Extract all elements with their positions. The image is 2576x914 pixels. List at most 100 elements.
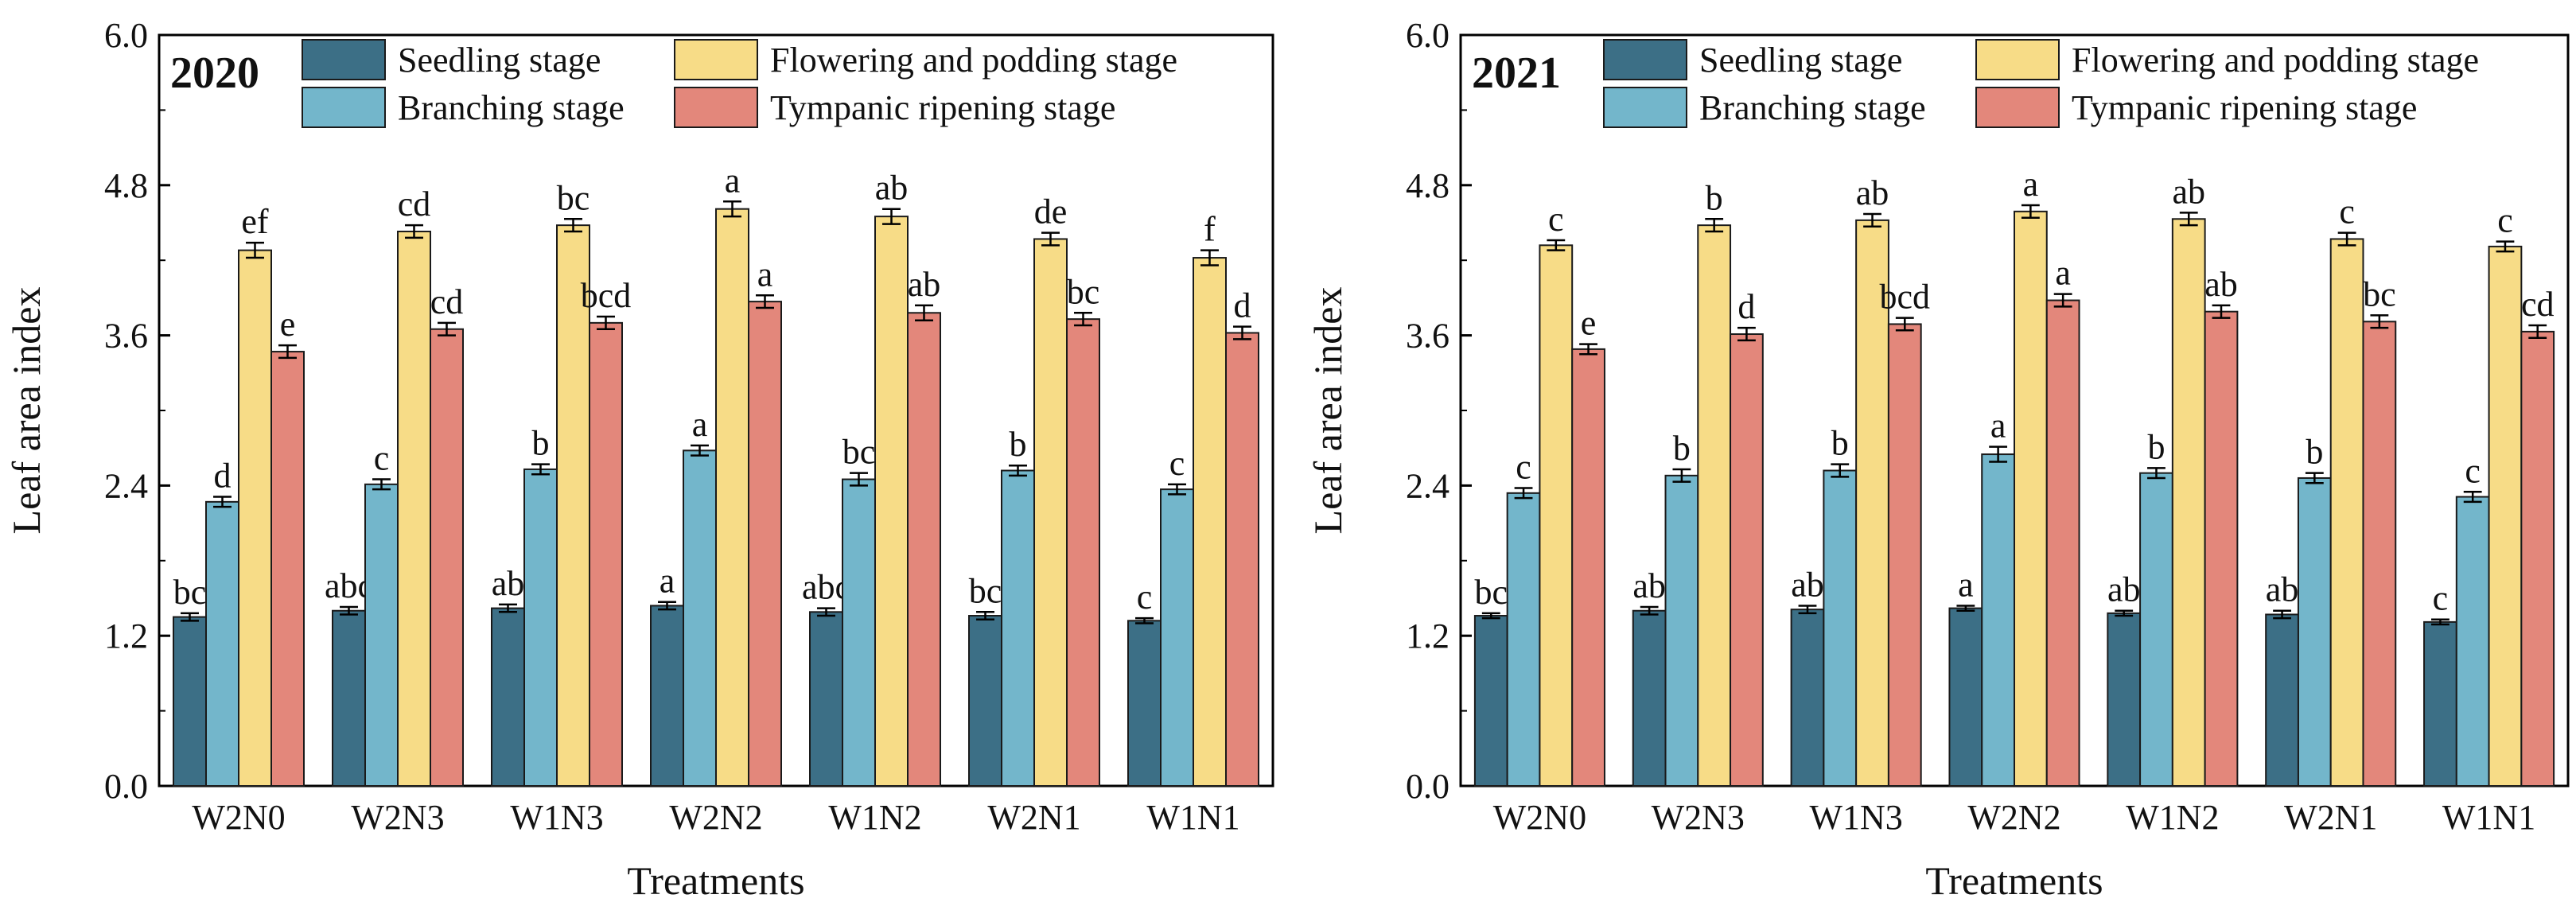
legend-entry: Tympanic ripening stage bbox=[2072, 88, 2417, 127]
legend-entry: Tympanic ripening stage bbox=[770, 88, 1115, 127]
significance-label: e bbox=[280, 305, 296, 344]
bar bbox=[1790, 609, 1825, 787]
x-tick-label-w2n0: W2N0 bbox=[1493, 798, 1586, 837]
significance-label: c bbox=[374, 439, 390, 478]
bar bbox=[238, 249, 272, 787]
bar bbox=[1033, 238, 1068, 788]
bar bbox=[1823, 469, 1858, 788]
bar bbox=[1948, 607, 1983, 787]
bar bbox=[589, 321, 623, 788]
bar bbox=[1225, 332, 1259, 788]
legend-entry: Flowering and podding stage bbox=[770, 41, 1177, 80]
y-tick-label: 6.0 bbox=[104, 16, 148, 55]
significance-label: ab bbox=[875, 169, 909, 208]
significance-label: ef bbox=[241, 202, 269, 241]
bar bbox=[1001, 469, 1035, 788]
bar bbox=[2265, 613, 2299, 787]
significance-label: a bbox=[1990, 406, 2006, 445]
panel-title: 2020 bbox=[170, 49, 259, 98]
bar bbox=[2204, 310, 2239, 787]
y-tick-label: 1.2 bbox=[1406, 616, 1449, 655]
bar bbox=[809, 611, 843, 787]
panel-title: 2021 bbox=[1472, 49, 1561, 98]
significance-label: e bbox=[1581, 304, 1597, 343]
bar bbox=[1887, 323, 1922, 787]
bar bbox=[1855, 219, 1889, 787]
significance-label: bcd bbox=[1880, 278, 1931, 317]
significance-label: bc bbox=[842, 433, 876, 472]
significance-label: b bbox=[2306, 433, 2323, 472]
x-tick-label-w1n3: W1N3 bbox=[510, 798, 603, 837]
bar bbox=[1697, 224, 1732, 787]
significance-label: a bbox=[2023, 165, 2039, 204]
x-axis-title: Treatments bbox=[1925, 858, 2103, 903]
bar bbox=[1981, 453, 2016, 787]
y-tick-label: 3.6 bbox=[1406, 317, 1449, 356]
significance-label: b bbox=[1673, 429, 1691, 468]
legend-swatch bbox=[674, 39, 758, 80]
bar bbox=[2423, 620, 2457, 787]
bar bbox=[364, 483, 399, 787]
bar bbox=[270, 351, 305, 787]
significance-label: d bbox=[1234, 286, 1251, 325]
bar bbox=[1193, 257, 1227, 787]
significance-label: de bbox=[1034, 193, 1068, 231]
legend-entry: Seedling stage bbox=[1699, 41, 1902, 80]
significance-label: c bbox=[1548, 200, 1564, 239]
significance-label: bc bbox=[1067, 272, 1100, 311]
significance-label: ab bbox=[492, 564, 525, 603]
bar bbox=[332, 609, 366, 787]
panel-2021: 0.0 1.2 2.4 3.6 4.8 6.0 Leaf area index Treatme… bbox=[1306, 16, 2570, 903]
significance-label: ab bbox=[2107, 570, 2141, 609]
x-tick-label-w2n1: W2N1 bbox=[2284, 798, 2377, 837]
bar bbox=[1127, 620, 1162, 787]
bar bbox=[683, 449, 717, 787]
y-tick-label: 0.0 bbox=[104, 767, 148, 806]
significance-label: ab bbox=[1791, 565, 1824, 604]
bar bbox=[2139, 472, 2173, 788]
significance-label: bc bbox=[969, 571, 1002, 610]
bar bbox=[2171, 218, 2206, 787]
bar bbox=[968, 615, 1002, 787]
significance-label: cd bbox=[430, 282, 464, 321]
legend-swatch bbox=[674, 87, 758, 128]
significance-label: ab bbox=[1632, 566, 1666, 605]
legend-entry: Branching stage bbox=[1699, 88, 1926, 127]
bar bbox=[491, 607, 525, 787]
y-tick-label: 2.4 bbox=[104, 466, 148, 505]
significance-label: c bbox=[2465, 451, 2481, 490]
legend-swatch bbox=[1603, 87, 1687, 128]
bar bbox=[1632, 609, 1667, 787]
bar bbox=[2329, 238, 2364, 788]
bar bbox=[2014, 210, 2048, 787]
significance-label: cd bbox=[398, 185, 431, 224]
significance-label: a bbox=[757, 255, 773, 294]
significance-label: c bbox=[1137, 578, 1153, 616]
x-tick-label-w1n1: W1N1 bbox=[2442, 798, 2535, 837]
bar bbox=[715, 208, 749, 787]
bar bbox=[2520, 330, 2555, 787]
legend-swatch bbox=[302, 39, 386, 80]
bar bbox=[2362, 321, 2397, 787]
significance-label: ab bbox=[908, 265, 941, 304]
significance-label: bc bbox=[2363, 274, 2396, 313]
x-tick-label-w2n3: W2N3 bbox=[1652, 798, 1745, 837]
significance-label: bc bbox=[557, 178, 590, 217]
significance-label: c bbox=[2497, 201, 2513, 240]
x-tick-label-w1n2: W1N2 bbox=[828, 798, 921, 837]
significance-label: f bbox=[1204, 210, 1216, 249]
legend-swatch bbox=[1975, 39, 2060, 80]
x-tick-label-w1n2: W1N2 bbox=[2126, 798, 2219, 837]
bar bbox=[397, 231, 431, 788]
y-tick-label: 4.8 bbox=[104, 166, 148, 205]
significance-label: ab bbox=[2266, 570, 2299, 609]
y-axis-title: Leaf area index bbox=[4, 287, 49, 535]
significance-label: b bbox=[1831, 424, 1849, 463]
significance-label: ab bbox=[1856, 173, 1889, 212]
significance-label: b bbox=[1010, 425, 1027, 464]
x-axis-title: Treatments bbox=[627, 858, 804, 903]
y-tick-label: 4.8 bbox=[1406, 166, 1449, 205]
x-tick-label-w2n3: W2N3 bbox=[351, 798, 444, 837]
